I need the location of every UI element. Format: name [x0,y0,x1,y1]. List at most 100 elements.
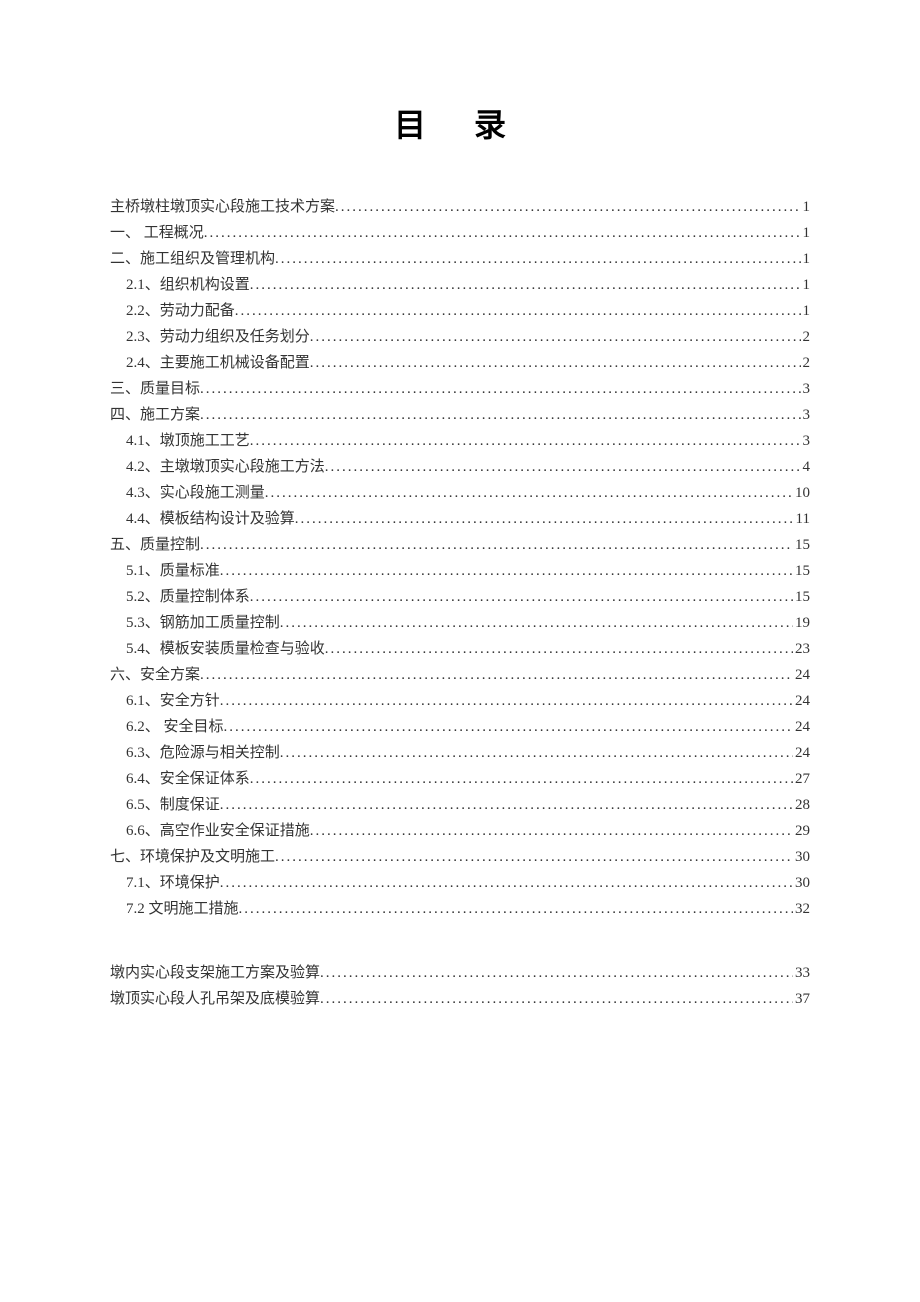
toc-entry-label: 2.3、劳动力组织及任务划分 [126,324,310,350]
toc-entry: 7.2 文明施工措施 32 [110,896,810,922]
toc-entry-label: 四、施工方案 [110,402,200,428]
toc-entry-page: 24 [793,714,810,740]
toc-entry: 6.4、安全保证体系 27 [110,766,810,792]
toc-entry-label: 6.2、 安全目标 [126,714,224,740]
toc-entry: 6.3、危险源与相关控制 24 [110,740,810,766]
toc-entry-page: 1 [801,220,811,246]
toc-leader-dots [200,376,800,402]
toc-entry-label: 6.4、安全保证体系 [126,766,250,792]
toc-entry: 墩顶实心段人孔吊架及底模验算 37 [110,986,810,1012]
toc-entry-label: 6.1、安全方针 [126,688,220,714]
toc-entry-label: 墩内实心段支架施工方案及验算 [110,960,320,986]
toc-entry: 五、质量控制 15 [110,532,810,558]
toc-entry-page: 11 [794,506,810,532]
toc-entry: 七、环境保护及文明施工 30 [110,844,810,870]
toc-entry-page: 2 [801,350,811,376]
toc-entry-page: 24 [793,662,810,688]
toc-entry-page: 24 [793,688,810,714]
toc-entry-label: 4.2、主墩墩顶实心段施工方法 [126,454,325,480]
toc-title: 目 录 [110,100,810,146]
toc-leader-dots [335,194,800,220]
toc-entry-page: 33 [793,960,810,986]
toc-leader-dots [200,532,793,558]
toc-entry-label: 六、安全方案 [110,662,200,688]
toc-entry-page: 29 [793,818,810,844]
toc-entry: 三、质量目标 3 [110,376,810,402]
toc-leader-dots [220,870,793,896]
toc-entry-label: 七、环境保护及文明施工 [110,844,275,870]
toc-leader-dots [200,662,793,688]
toc-entry-label: 4.1、墩顶施工工艺 [126,428,250,454]
toc-entry: 二、施工组织及管理机构1 [110,246,810,272]
toc-entry-page: 24 [793,740,810,766]
toc-leader-dots [265,480,793,506]
toc-entry-label: 7.2 文明施工措施 [126,896,239,922]
toc-entry: 4.4、模板结构设计及验算 11 [110,506,810,532]
toc-entry-page: 3 [801,428,811,454]
toc-entry-label: 6.5、制度保证 [126,792,220,818]
toc-entry-page: 4 [801,454,811,480]
toc-entry-label: 7.1、环境保护 [126,870,220,896]
toc-entry: 2.3、劳动力组织及任务划分2 [110,324,810,350]
toc-entry: 六、安全方案 24 [110,662,810,688]
toc-leader-dots [250,272,801,298]
toc-entry: 6.2、 安全目标 24 [110,714,810,740]
toc-leader-dots [275,246,800,272]
toc-entry: 7.1、环境保护 30 [110,870,810,896]
toc-leader-dots [220,558,793,584]
toc-entry-page: 1 [801,272,811,298]
toc-entry-label: 2.4、主要施工机械设备配置 [126,350,310,376]
toc-leader-dots [200,402,800,428]
toc-leader-dots [220,792,793,818]
toc-leader-dots [239,896,793,922]
toc-entry-page: 30 [793,870,810,896]
toc-entry-page: 28 [793,792,810,818]
toc-leader-dots [235,298,801,324]
toc-block: 墩内实心段支架施工方案及验算 33 墩顶实心段人孔吊架及底模验算 37 [110,960,810,1012]
toc-entry-label: 五、质量控制 [110,532,200,558]
toc-entry-page: 27 [793,766,810,792]
toc-entry-page: 15 [793,584,810,610]
toc-leader-dots [310,324,801,350]
toc-block: 主桥墩柱墩顶实心段施工技术方案1一、 工程概况1二、施工组织及管理机构12.1、… [110,194,810,922]
toc-entry-label: 6.3、危险源与相关控制 [126,740,280,766]
toc-container: 主桥墩柱墩顶实心段施工技术方案1一、 工程概况1二、施工组织及管理机构12.1、… [110,194,810,1012]
toc-entry-page: 37 [793,986,810,1012]
toc-entry: 一、 工程概况 1 [110,220,810,246]
toc-entry-page: 3 [801,402,811,428]
toc-entry-label: 5.1、质量标准 [126,558,220,584]
toc-leader-dots [325,454,801,480]
toc-entry-label: 5.3、钢筋加工质量控制 [126,610,280,636]
toc-entry-label: 墩顶实心段人孔吊架及底模验算 [110,986,320,1012]
toc-entry: 6.6、高空作业安全保证措施29 [110,818,810,844]
toc-entry-label: 2.2、劳动力配备 [126,298,235,324]
toc-leader-dots [275,844,793,870]
toc-leader-dots [224,714,793,740]
toc-entry-label: 三、质量目标 [110,376,200,402]
document-page: 目 录 主桥墩柱墩顶实心段施工技术方案1一、 工程概况1二、施工组织及管理机构1… [0,0,920,1012]
toc-entry: 5.3、钢筋加工质量控制 19 [110,610,810,636]
toc-entry: 2.1、组织机构设置 1 [110,272,810,298]
toc-entry: 6.1、安全方针 24 [110,688,810,714]
toc-entry-label: 一、 工程概况 [110,220,204,246]
toc-entry-page: 15 [793,532,810,558]
toc-entry: 2.4、主要施工机械设备配置 2 [110,350,810,376]
toc-entry-label: 主桥墩柱墩顶实心段施工技术方案 [110,194,335,220]
toc-entry-label: 4.4、模板结构设计及验算 [126,506,295,532]
toc-leader-dots [250,584,793,610]
toc-entry-page: 1 [801,298,811,324]
toc-entry-page: 3 [801,376,811,402]
toc-leader-dots [320,960,793,986]
toc-entry-page: 19 [793,610,810,636]
toc-leader-dots [220,688,793,714]
toc-entry-page: 30 [793,844,810,870]
toc-entry-page: 32 [793,896,810,922]
toc-entry: 四、施工方案 3 [110,402,810,428]
toc-entry-page: 15 [793,558,810,584]
toc-leader-dots [280,740,793,766]
toc-leader-dots [310,818,793,844]
toc-entry-label: 2.1、组织机构设置 [126,272,250,298]
toc-entry: 5.1、质量标准 15 [110,558,810,584]
toc-entry: 5.2、质量控制体系15 [110,584,810,610]
toc-entry-page: 1 [801,246,811,272]
